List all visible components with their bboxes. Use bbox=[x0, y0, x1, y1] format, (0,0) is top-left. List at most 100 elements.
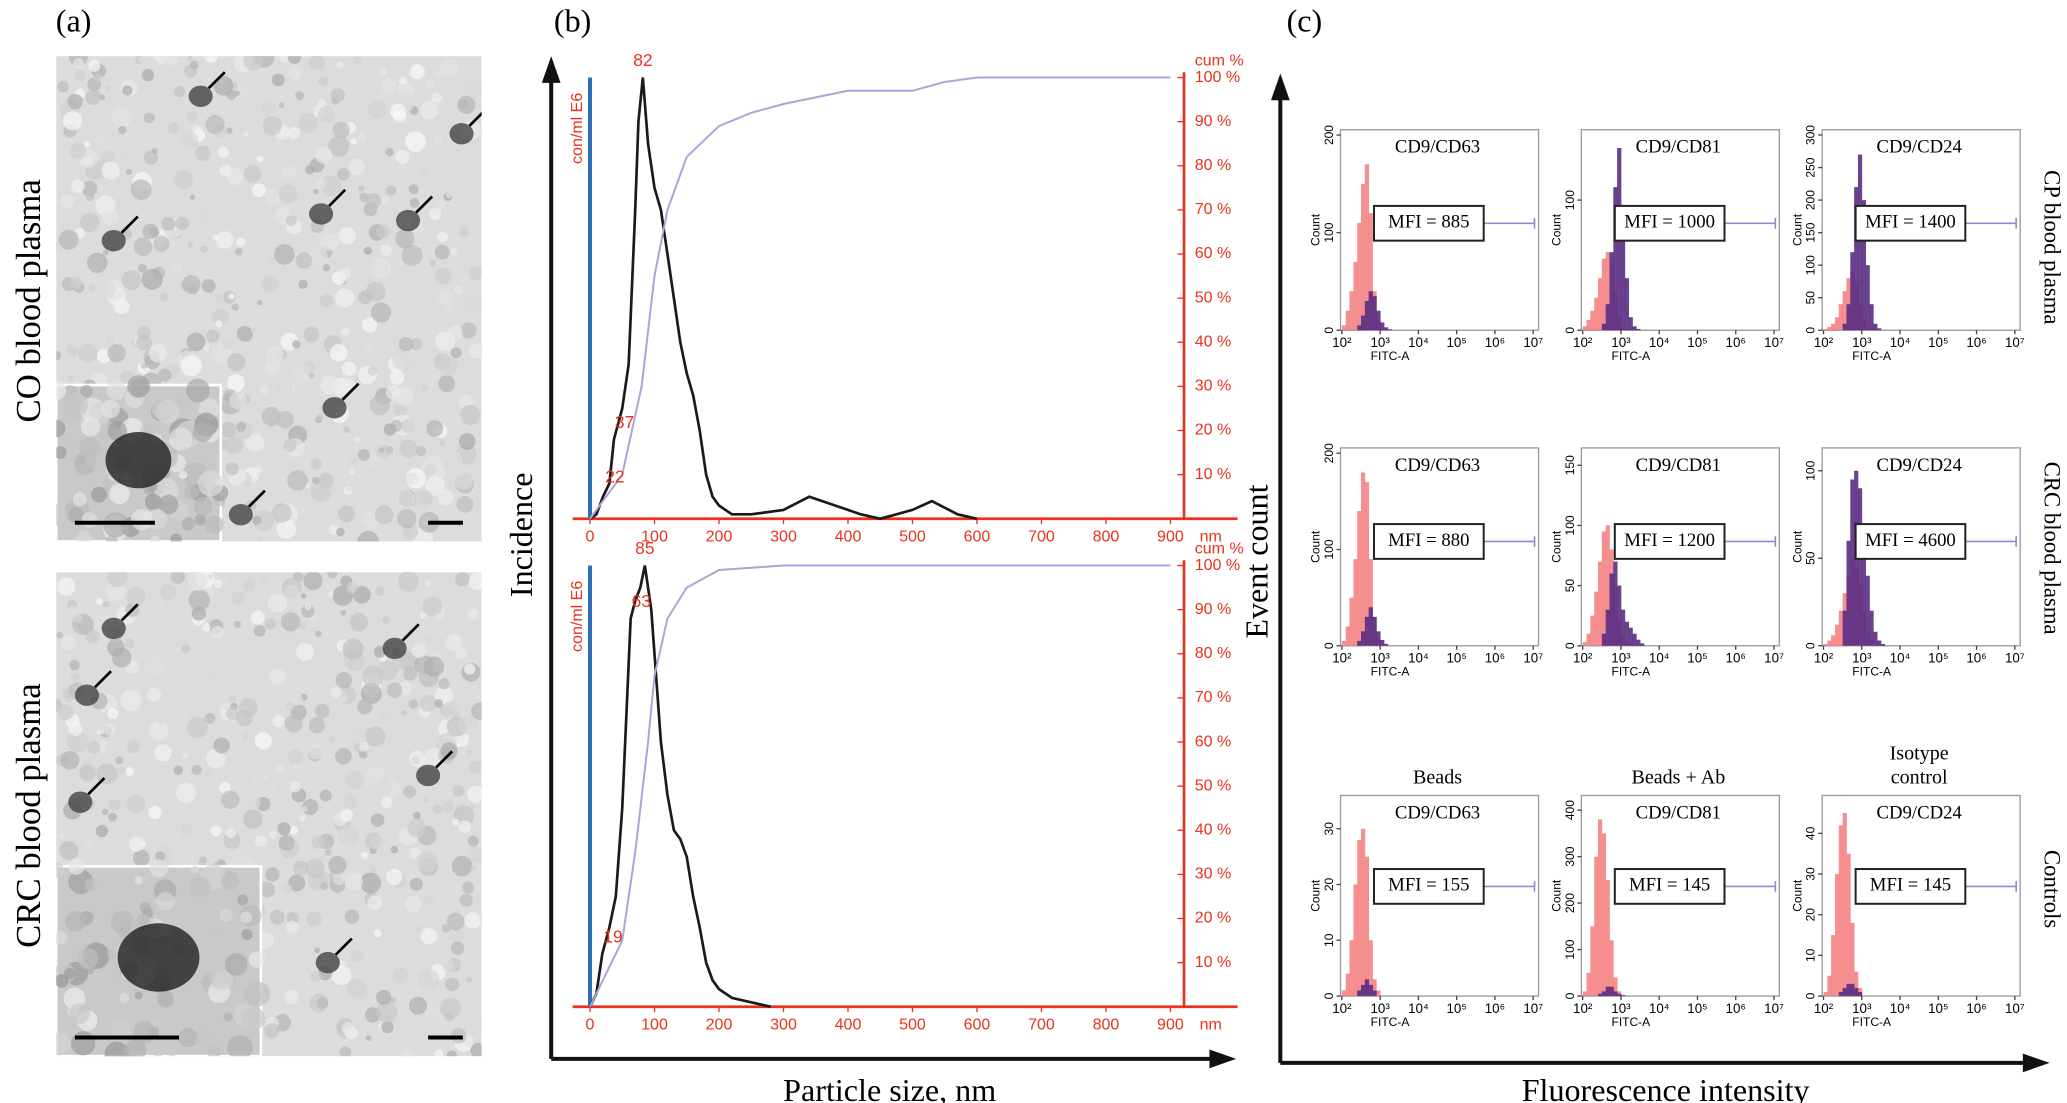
texture-grain bbox=[158, 494, 179, 515]
arrow-head bbox=[541, 56, 561, 83]
texture-grain bbox=[450, 347, 462, 359]
x-tick-label: 10⁷ bbox=[1523, 1001, 1543, 1016]
texture-grain bbox=[267, 293, 285, 310]
texture-grain bbox=[156, 598, 165, 607]
x-tick-label: 200 bbox=[706, 528, 733, 546]
texture-grain bbox=[303, 572, 323, 591]
texture-grain bbox=[56, 974, 69, 988]
y-tick-label: 50 bbox=[1563, 579, 1577, 593]
y-tick-label: 200 bbox=[1322, 125, 1336, 145]
x-tick-label: 10⁵ bbox=[1446, 651, 1466, 666]
histogram-bar bbox=[1628, 317, 1633, 331]
histogram-bar bbox=[1842, 813, 1847, 997]
texture-grain bbox=[101, 399, 120, 419]
x-tick-label: 0 bbox=[586, 1016, 595, 1034]
texture-grain bbox=[159, 292, 169, 302]
texture-grain bbox=[141, 68, 155, 82]
texture-grain bbox=[466, 785, 482, 803]
texture-grain bbox=[69, 660, 80, 671]
histogram-bar bbox=[1857, 991, 1863, 997]
vesicle bbox=[68, 791, 93, 813]
texture-grain bbox=[340, 268, 351, 279]
outer-axes bbox=[549, 73, 2034, 1065]
texture-grain bbox=[283, 439, 297, 453]
histogram-bar bbox=[1387, 329, 1393, 331]
texture-grain bbox=[457, 95, 476, 115]
texture-grain bbox=[408, 699, 419, 709]
texture-grain bbox=[451, 855, 473, 877]
texture-grain bbox=[94, 73, 103, 82]
texture-grain bbox=[267, 593, 288, 613]
texture-grain bbox=[214, 926, 224, 935]
vesicle bbox=[322, 397, 347, 419]
y-axis-label: Count bbox=[1549, 213, 1563, 246]
texture-grain bbox=[148, 344, 168, 363]
texture-grain bbox=[226, 352, 246, 372]
texture-grain bbox=[101, 161, 120, 180]
texture-grain bbox=[455, 523, 461, 530]
texture-grain bbox=[423, 894, 434, 905]
panel-label: (b) bbox=[554, 2, 591, 38]
texture-grain bbox=[303, 673, 314, 683]
axis-title: Fluorescence intensity bbox=[1522, 1072, 1810, 1103]
y-tick-label: 100 % bbox=[1195, 556, 1240, 574]
x-tick-label: 10⁵ bbox=[1446, 335, 1466, 350]
texture-grain bbox=[416, 489, 433, 506]
texture-grain bbox=[67, 93, 83, 110]
texture-grain bbox=[102, 208, 120, 226]
annotation-box bbox=[1372, 868, 1485, 905]
x-tick-label: 10⁴ bbox=[1408, 335, 1429, 350]
y-tick-label: 0 bbox=[1563, 992, 1577, 999]
y-tick-label: 40 bbox=[1804, 826, 1818, 840]
x-tick-label: 10⁷ bbox=[2005, 1001, 2025, 1016]
texture-grain bbox=[311, 835, 326, 850]
texture-grain bbox=[392, 351, 412, 371]
texture-grain bbox=[382, 616, 390, 624]
texture-grain bbox=[409, 750, 426, 768]
texture-grain bbox=[241, 732, 249, 740]
histogram-bar bbox=[1624, 621, 1630, 646]
histogram-bar bbox=[1597, 278, 1603, 331]
y-axis-label: Count bbox=[1549, 530, 1563, 563]
vesicle bbox=[416, 764, 441, 787]
y-tick-label: 200 bbox=[1563, 893, 1577, 913]
texture-grain bbox=[385, 446, 394, 454]
histogram-bar bbox=[1364, 482, 1370, 646]
texture-grain bbox=[405, 131, 426, 153]
texture-grain bbox=[186, 378, 210, 403]
chart-title: CD9/CD24 bbox=[1877, 455, 1963, 476]
texture-grain bbox=[458, 715, 478, 735]
texture-grain bbox=[289, 780, 301, 793]
texture-grain bbox=[184, 484, 199, 500]
x-tick-label: 10³ bbox=[1370, 1001, 1390, 1016]
texture-grain bbox=[71, 1031, 96, 1056]
histogram-bar bbox=[1869, 304, 1874, 331]
histogram-bar bbox=[1368, 607, 1373, 646]
arrow bbox=[401, 623, 420, 642]
texture-grain bbox=[213, 75, 234, 96]
texture-grain bbox=[91, 486, 107, 503]
texture-grain bbox=[287, 126, 301, 140]
texture-grain bbox=[79, 437, 101, 458]
texture-grain bbox=[301, 805, 308, 812]
histogram-bar bbox=[1353, 884, 1358, 997]
x-tick-label: 0 bbox=[586, 528, 595, 546]
texture-grain bbox=[217, 146, 229, 158]
histogram-bar bbox=[1357, 839, 1362, 997]
histogram-bar bbox=[1873, 323, 1878, 331]
texture-grain bbox=[441, 923, 451, 933]
texture-grain bbox=[178, 470, 188, 480]
x-axis-label: FITC-A bbox=[1611, 349, 1650, 363]
histogram-bar bbox=[1632, 326, 1637, 331]
vesicle bbox=[309, 203, 334, 225]
y-tick-label: 30 % bbox=[1195, 865, 1232, 883]
texture-grain bbox=[154, 744, 172, 762]
texture-grain bbox=[256, 156, 264, 163]
texture-grain bbox=[406, 362, 423, 379]
texture-grain bbox=[298, 622, 307, 631]
texture-grain bbox=[445, 634, 463, 652]
histogram-bar bbox=[1823, 644, 1828, 646]
histogram-bar bbox=[1376, 990, 1381, 997]
histogram-bar bbox=[1601, 531, 1607, 646]
texture-grain bbox=[319, 293, 334, 308]
